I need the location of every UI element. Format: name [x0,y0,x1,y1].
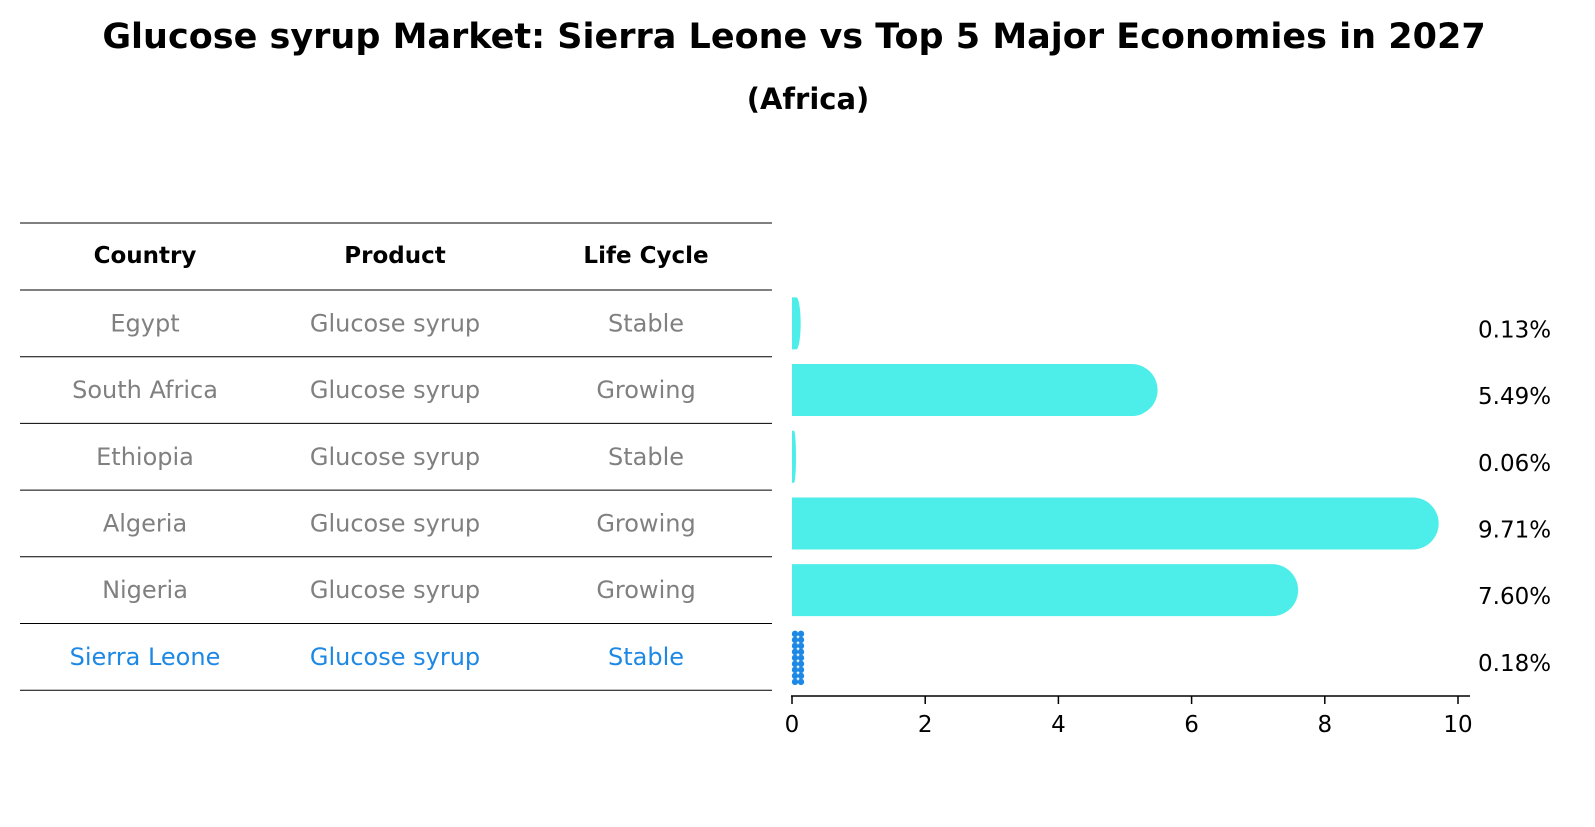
table-cell-country: Nigeria [102,576,188,604]
table-cell-country: Sierra Leone [70,643,221,671]
x-tick-label: 4 [1051,712,1066,738]
dot-marker [791,672,799,680]
dot-marker [791,678,799,686]
dot-marker [797,678,805,686]
dot-marker [791,630,799,638]
chart-subtitle: (Africa) [747,82,870,116]
table-cell-product: Glucose syrup [310,509,480,537]
x-tick-label: 2 [918,712,933,738]
table-cell-life-cycle: Stable [608,309,684,337]
x-tick-label: 8 [1317,712,1332,738]
dot-marker [797,630,805,638]
dot-marker [791,648,799,656]
table-cell-product: Glucose syrup [310,576,480,604]
table-cell-life-cycle: Stable [608,643,684,671]
bar-value-label: 0.13% [1478,317,1551,343]
dot-marker [791,660,799,668]
dot-marker [797,666,805,674]
dot-marker [797,642,805,650]
dot-marker [797,672,805,680]
bar-south-africa [792,364,1158,417]
table-cell-life-cycle: Stable [608,443,684,471]
x-tick-label: 10 [1443,712,1472,738]
bar-value-label: 7.60% [1478,584,1551,610]
bar-nigeria [792,564,1299,617]
dot-marker [791,654,799,662]
bar-egypt [792,297,801,350]
table-cell-country: South Africa [72,376,218,404]
x-tick-label: 0 [785,712,800,738]
table-cell-product: Glucose syrup [310,309,480,337]
bar-value-label: 5.49% [1478,384,1551,410]
bar-series: 0.13% 5.49% 0.06% 9.71% 7.60% 0.18% [791,297,1551,686]
bar-value-label: 9.71% [1478,517,1551,543]
bar-value-label: 0.06% [1478,451,1551,477]
bar-sierra-leone [791,630,805,686]
dot-marker [797,660,805,668]
bar-algeria [792,497,1439,550]
chart-title: Glucose syrup Market: Sierra Leone vs To… [102,17,1485,57]
table-cell-life-cycle: Growing [596,509,695,537]
table-header-cell: Country [94,243,197,269]
x-tick-label: 6 [1184,712,1199,738]
dot-marker [797,636,805,644]
table-cell-product: Glucose syrup [310,643,480,671]
data-table: Country Product Life Cycle Egypt Glucose syr… [20,222,772,691]
table-cell-country: Algeria [103,509,187,537]
table-cell-product: Glucose syrup [310,376,480,404]
bar-value-label: 0.18% [1478,651,1551,677]
table-cell-life-cycle: Growing [596,376,695,404]
dot-marker [791,666,799,674]
table-header-cell: Product [344,243,445,269]
dot-marker [797,648,805,656]
dot-marker [791,636,799,644]
table-cell-country: Egypt [110,309,179,337]
dot-marker [791,642,799,650]
table-cell-country: Ethiopia [96,443,194,471]
x-axis: 0 2 4 6 8 10 [785,695,1473,738]
bar-ethiopia [792,430,796,483]
table-cell-product: Glucose syrup [310,443,480,471]
table-header-cell: Life Cycle [583,243,708,269]
table-cell-life-cycle: Growing [596,576,695,604]
dot-marker [797,654,805,662]
